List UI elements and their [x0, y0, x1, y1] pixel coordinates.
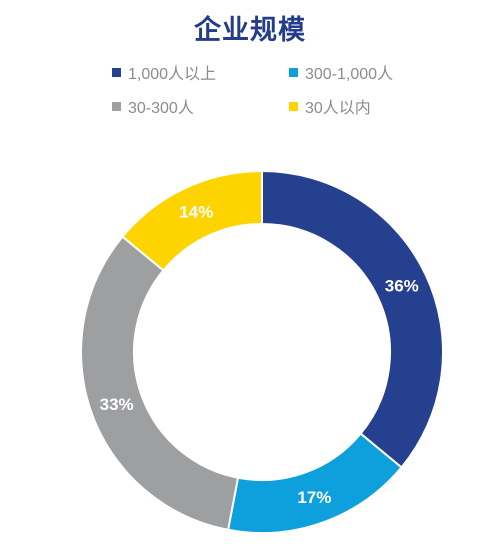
slice-label-4: 14%	[179, 203, 213, 222]
legend-swatch-1	[112, 67, 121, 77]
legend-item-3: 30-300人	[112, 94, 194, 118]
legend-swatch-4	[289, 101, 298, 111]
legend-swatch-2	[289, 67, 298, 77]
slice-label-1: 36%	[385, 277, 419, 296]
slice-label-3: 33%	[100, 395, 134, 414]
legend-label-3: 30-300人	[128, 100, 194, 117]
legend-label-2: 300-1,000人	[305, 66, 394, 83]
donut-slice-1	[261, 169, 444, 469]
donut-slice-3	[80, 235, 240, 531]
donut-slice-4	[121, 169, 263, 272]
legend-item-1: 1,000人以上	[112, 60, 216, 84]
legend-item-2: 300-1,000人	[289, 60, 393, 84]
slice-label-2: 17%	[297, 488, 331, 507]
chart-title: 企业规模	[194, 15, 306, 46]
donut-slice-2	[226, 432, 403, 534]
legend-label-4: 30人以内	[305, 100, 371, 117]
legend-label-1: 1,000人以上	[128, 66, 217, 83]
legend-item-4: 30人以内	[289, 94, 371, 118]
legend-swatch-3	[112, 101, 121, 111]
